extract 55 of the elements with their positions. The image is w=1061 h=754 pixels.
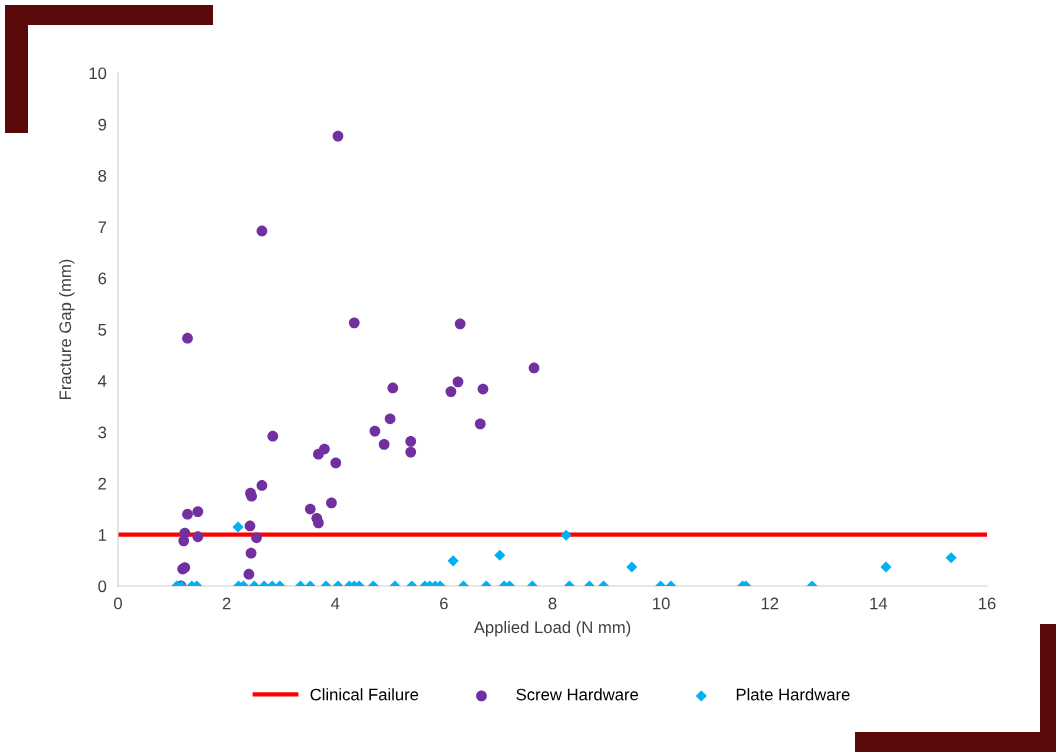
point [452, 376, 464, 388]
y-tick-label: 3 [98, 426, 107, 439]
point [245, 547, 257, 559]
x-tick-label: 0 [114, 597, 122, 610]
point [192, 531, 204, 543]
y-tick-label: 2 [98, 477, 107, 490]
point [182, 332, 193, 344]
point [192, 506, 204, 517]
y-tick-label: 7 [98, 221, 107, 233]
point [256, 480, 268, 491]
y-tick-label: 4 [98, 375, 107, 387]
y-tick-label: 0 [98, 580, 107, 593]
point [182, 508, 193, 520]
x-tick-label: 8 [548, 597, 557, 610]
y-tick-label: 6 [98, 272, 107, 285]
y-tick-label: 5 [98, 324, 107, 336]
point [454, 318, 466, 330]
point [405, 446, 417, 458]
x-tick-label: 4 [331, 597, 340, 610]
x-tick-label: 12 [761, 597, 779, 610]
x-tick-label: 16 [979, 597, 996, 610]
point [313, 448, 324, 460]
point [477, 383, 489, 395]
point [560, 529, 572, 541]
x-tick-label: 2 [222, 597, 231, 610]
point [348, 317, 360, 329]
point [178, 535, 190, 547]
point [267, 430, 279, 442]
point [304, 503, 316, 515]
y-tick-label: 1 [98, 529, 107, 541]
y-tick-label: 8 [98, 170, 107, 182]
y-tick-label: 10 [89, 67, 107, 80]
point [405, 435, 417, 447]
point [251, 532, 262, 544]
point [384, 413, 396, 425]
x-tick-label: 6 [440, 597, 448, 610]
point [378, 439, 390, 450]
point [330, 457, 342, 469]
x-axis-title: Applied Load (N mm) [473, 620, 631, 637]
point [528, 362, 540, 374]
legend-label: Clinical Failure [310, 688, 419, 701]
point [387, 382, 399, 394]
point [494, 549, 506, 561]
point [369, 425, 381, 437]
point [232, 521, 244, 533]
legend-label: Screw Hardware [516, 688, 639, 701]
y-axis-title: Fracture Gap (mm) [58, 259, 75, 399]
y-tick-label: 9 [98, 118, 107, 131]
point [474, 418, 486, 430]
legend-label: Plate Hardware [736, 688, 850, 701]
point [326, 497, 337, 509]
x-tick-label: 10 [653, 597, 670, 610]
point [445, 386, 457, 397]
x-tick-label: 14 [870, 597, 888, 610]
point [244, 520, 256, 532]
